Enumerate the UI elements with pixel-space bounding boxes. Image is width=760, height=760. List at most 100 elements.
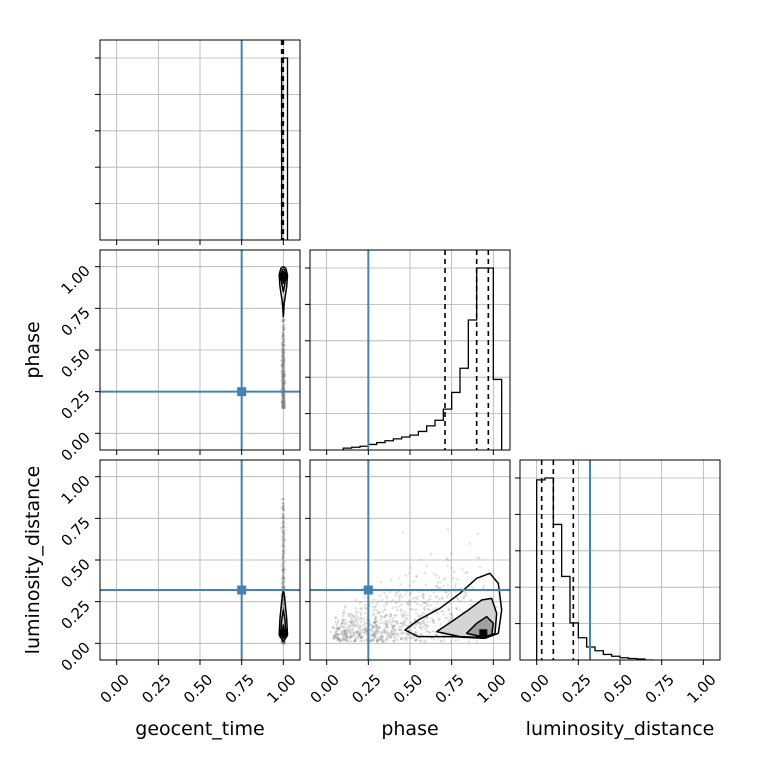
scatter-point — [401, 615, 404, 619]
scatter-point — [469, 598, 473, 602]
scatter-point — [282, 402, 285, 405]
scatter-point — [349, 612, 352, 615]
scatter-point — [425, 630, 428, 633]
density-peak — [479, 629, 488, 638]
scatter-point — [380, 635, 383, 639]
scatter-point — [281, 553, 285, 557]
scatter-point — [281, 552, 285, 555]
scatter-point — [405, 636, 408, 640]
scatter-point — [409, 593, 412, 596]
scatter-point — [422, 620, 425, 623]
scatter-point — [281, 376, 284, 379]
scatter-point — [375, 624, 378, 627]
scatter-point — [392, 633, 396, 636]
scatter-point — [281, 567, 285, 570]
scatter-point — [282, 540, 286, 543]
scatter-point — [280, 379, 283, 382]
scatter-point — [282, 350, 286, 354]
scatter-point — [396, 634, 400, 638]
scatter-point — [282, 382, 285, 386]
scatter-point — [371, 601, 374, 605]
scatter-point — [426, 620, 429, 624]
histogram-step — [280, 57, 289, 240]
scatter-point — [422, 607, 426, 611]
scatter-point — [282, 363, 285, 367]
scatter-point — [281, 379, 285, 382]
scatter-point — [400, 622, 403, 625]
scatter-point — [281, 517, 285, 520]
scatter-point — [283, 379, 286, 382]
scatter-point — [385, 631, 388, 634]
scatter-point — [282, 291, 285, 295]
scatter-point — [282, 373, 286, 376]
scatter-point — [281, 377, 285, 381]
scatter-point — [376, 626, 380, 630]
scatter-point — [281, 366, 285, 369]
scatter-point — [282, 398, 285, 402]
scatter-point — [344, 606, 347, 609]
scatter-point — [434, 595, 438, 599]
scatter-point — [281, 356, 285, 360]
scatter-point — [355, 630, 359, 634]
scatter-point — [282, 555, 286, 559]
scatter-point — [400, 629, 403, 632]
scatter-point — [282, 497, 285, 501]
scatter-point — [341, 618, 345, 621]
scatter-point — [349, 632, 352, 635]
scatter-point — [439, 639, 442, 642]
scatter-point — [281, 361, 284, 364]
scatter-point — [419, 639, 422, 642]
scatter-point — [389, 636, 392, 639]
scatter-point — [282, 532, 285, 535]
scatter-point — [356, 630, 359, 633]
scatter-point — [403, 638, 406, 642]
scatter-point — [281, 342, 284, 346]
scatter-point — [383, 592, 386, 595]
scatter-point — [353, 633, 356, 636]
scatter-point — [282, 586, 286, 590]
scatter-point — [385, 619, 389, 623]
scatter-point — [281, 349, 284, 352]
scatter-point — [281, 400, 285, 403]
scatter-point — [281, 382, 284, 385]
scatter-point — [422, 592, 425, 596]
scatter-point — [280, 364, 284, 367]
scatter-point — [350, 620, 353, 623]
scatter-point — [281, 320, 284, 323]
scatter-point — [422, 625, 425, 628]
scatter-point — [282, 524, 285, 528]
scatter-point — [281, 343, 284, 346]
scatter-point — [419, 623, 423, 626]
scatter-point — [359, 620, 363, 624]
scatter-point — [281, 387, 284, 390]
scatter-point — [282, 508, 286, 511]
scatter-point — [379, 632, 383, 636]
scatter-point — [281, 372, 285, 376]
scatter-point — [283, 641, 287, 645]
panels-layer: 0.00 0.25 0.50 0.75 1.000.000.250.500.751.00… — [57, 39, 721, 707]
scatter-point — [423, 601, 426, 604]
scatter-point — [281, 543, 285, 547]
scatter-point — [282, 538, 286, 541]
scatter-point — [353, 620, 357, 623]
scatter-point — [281, 395, 285, 398]
scatter-point — [281, 325, 284, 328]
scatter-point — [378, 638, 381, 641]
scatter-point — [431, 618, 435, 622]
scatter-point — [430, 617, 434, 620]
scatter-point — [282, 377, 285, 380]
scatter-point — [369, 637, 372, 640]
panel-2d-content — [310, 460, 510, 660]
scatter-point — [438, 618, 441, 621]
scatter-point — [436, 584, 439, 588]
scatter-point — [421, 633, 424, 637]
scatter-point — [373, 636, 376, 640]
scatter-point — [282, 319, 285, 323]
scatter-point — [282, 351, 285, 355]
scatter-point — [282, 364, 285, 367]
scatter-point — [281, 361, 285, 365]
scatter-point — [282, 537, 285, 540]
scatter-point — [282, 525, 285, 528]
scatter-point — [282, 535, 285, 538]
scatter-point — [350, 623, 353, 627]
